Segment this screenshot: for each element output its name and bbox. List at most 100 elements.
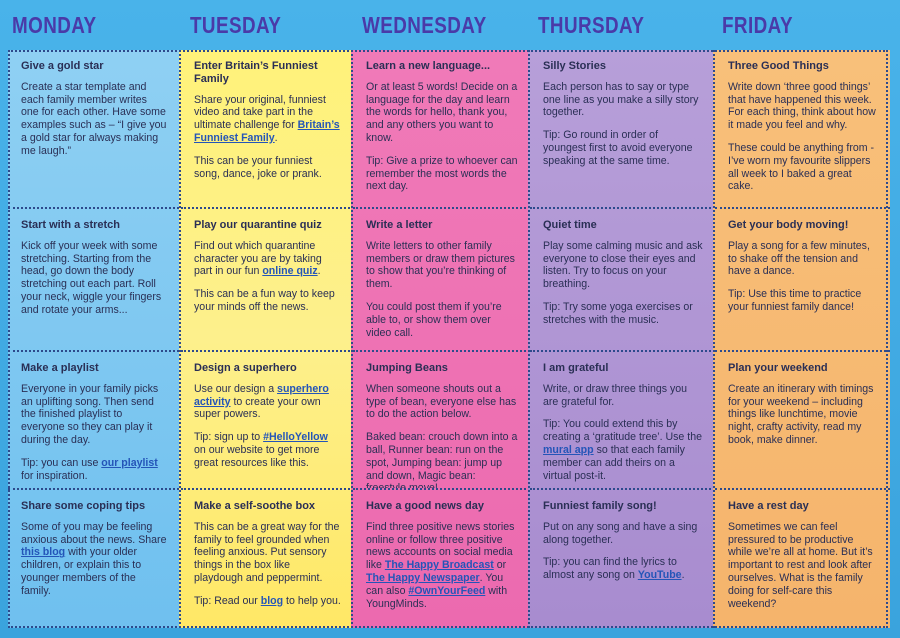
activity-card: Plan your weekend Create an itinerary wit… <box>715 352 890 490</box>
activity-card: Silly Stories Each person has to say or t… <box>530 50 715 209</box>
activity-text: Play some calming music and ask everyone… <box>543 240 703 291</box>
activity-card: Three Good Things Write down ‘three good … <box>715 50 890 209</box>
day-column-wednesday: Learn a new language... Or at least 5 wor… <box>351 50 530 628</box>
activity-text: Write letters to other family members or… <box>366 240 518 291</box>
activity-card: Play our quarantine quiz Find out which q… <box>181 209 353 352</box>
activity-title: Funniest family song! <box>543 500 657 512</box>
activity-title: Silly Stories <box>543 60 606 72</box>
resource-link[interactable]: The Happy Broadcast <box>384 559 494 572</box>
activity-title: Make a self-soothe box <box>194 500 316 512</box>
text-segment: Create an itinerary with timings for you… <box>728 382 874 446</box>
activity-text: Write, or draw three things you are grat… <box>543 383 703 409</box>
text-segment: Tip: sign up to <box>194 431 264 444</box>
activity-card: Give a gold star Create a star template a… <box>8 50 179 209</box>
activity-grid: Give a gold star Create a star template a… <box>8 50 890 628</box>
text-segment: These could be anything from - I’ve worn… <box>728 141 875 193</box>
resource-link[interactable]: blog <box>260 594 284 607</box>
text-segment: . <box>317 265 321 278</box>
resource-link[interactable]: #OwnYourFeed <box>408 584 486 597</box>
activity-card: Have a good news day Find three positive … <box>353 490 530 628</box>
text-segment: . You can also <box>366 571 504 597</box>
text-segment: Kick off your week with some stretching.… <box>21 239 162 316</box>
text-segment: Find three positive news stories online … <box>366 520 515 572</box>
activity-text: Find out which quarantine character you … <box>194 240 341 278</box>
activity-tip: These could be anything from - I’ve worn… <box>728 142 878 193</box>
activity-tip: Tip: Use this time to practice your funn… <box>728 288 878 314</box>
activity-tip: Tip: You could extend this by creating a… <box>543 418 703 482</box>
activity-title: Write a letter <box>366 219 433 231</box>
day-header-row: MONDAY TUESDAY WEDNESDAY THURSDAY FRIDAY <box>0 0 900 50</box>
text-segment: with YoungMinds. <box>366 584 508 610</box>
activity-card: Share some coping tips Some of you may be… <box>8 490 179 628</box>
text-segment: This can be your funniest song, dance, j… <box>194 154 322 180</box>
activity-text: Create an itinerary with timings for you… <box>728 383 878 447</box>
day-heading-friday: FRIDAY <box>722 12 793 38</box>
resource-link[interactable]: #HelloYellow <box>263 431 328 444</box>
text-segment: Share your original, funniest video and … <box>194 93 326 132</box>
day-column-monday: Give a gold star Create a star template a… <box>8 50 179 628</box>
activity-card: Enter Britain’s Funniest Family Share you… <box>181 50 353 209</box>
text-segment: Tip: you can use <box>21 456 102 469</box>
day-column-tuesday: Enter Britain’s Funniest Family Share you… <box>179 50 353 628</box>
activity-tip: Tip: Give a prize to whoever can remembe… <box>366 155 518 193</box>
text-segment: Play a song for a few minutes, to shake … <box>728 239 870 278</box>
activity-card: Design a superhero Use our design a super… <box>181 352 353 490</box>
activity-card: Learn a new language... Or at least 5 wor… <box>353 50 530 209</box>
resource-link[interactable]: The Happy Newspaper <box>366 571 480 584</box>
text-segment: or <box>493 559 507 572</box>
activity-text: Everyone in your family picks an uplifti… <box>21 383 167 447</box>
day-heading-thursday: THURSDAY <box>538 12 645 38</box>
activity-card: Have a rest day Sometimes we can feel pre… <box>715 490 890 628</box>
activity-title: Quiet time <box>543 219 597 231</box>
day-heading-tuesday: TUESDAY <box>190 12 282 38</box>
text-segment: Sometimes we can feel pressured to be pr… <box>728 520 873 610</box>
resource-link[interactable]: Britain’s Funniest Family <box>194 119 340 144</box>
text-segment: Everyone in your family picks an uplifti… <box>21 382 159 446</box>
resource-link[interactable]: mural app <box>543 443 594 456</box>
activity-tip: Tip: you can find the lyrics to almost a… <box>543 556 703 582</box>
day-column-friday: Three Good Things Write down ‘three good … <box>713 50 890 628</box>
activity-title: Plan your weekend <box>728 362 828 374</box>
text-segment: This can be a great way for the family t… <box>194 520 340 584</box>
activity-tip: Tip: Read our blog to help you. <box>194 595 341 608</box>
activity-title: Start with a stretch <box>21 219 121 231</box>
activity-card: Jumping Beans When someone shouts out a t… <box>353 352 530 490</box>
text-segment: This can be a fun way to keep your minds… <box>194 288 335 313</box>
activity-text: Play a song for a few minutes, to shake … <box>728 240 878 278</box>
text-segment: so that each family member can add their… <box>543 443 685 482</box>
activity-card: Make a playlist Everyone in your family p… <box>8 352 179 490</box>
text-segment: for inspiration. <box>21 469 88 482</box>
text-segment: Tip: Use this time to practice your funn… <box>728 288 862 313</box>
text-segment: Use our design a <box>194 382 278 395</box>
text-segment: with your older children, or explain thi… <box>21 546 142 597</box>
resource-link[interactable]: this blog <box>21 546 66 559</box>
text-segment: Baked bean: crouch down into a ball, Run… <box>366 431 518 490</box>
day-column-thursday: Silly Stories Each person has to say or t… <box>528 50 715 628</box>
activity-text: Create a star template and each family m… <box>21 81 167 158</box>
resource-link[interactable]: online quiz <box>262 265 318 278</box>
text-segment: Tip: Go round in order of youngest first… <box>543 129 693 167</box>
activity-text: Sometimes we can feel pressured to be pr… <box>728 521 878 611</box>
activity-tip: This can be your funniest song, dance, j… <box>194 155 341 181</box>
activity-title: Design a superhero <box>194 362 297 374</box>
text-segment: Create a star template and each family m… <box>21 80 167 157</box>
day-heading-monday: MONDAY <box>12 12 97 38</box>
text-segment: Tip: Try some yoga exercises or stretche… <box>543 300 693 326</box>
resource-link[interactable]: YouTube <box>637 569 682 582</box>
activity-text: Each person has to say or type one line … <box>543 81 703 119</box>
activity-title: Three Good Things <box>728 60 829 72</box>
activity-tip: This can be a fun way to keep your minds… <box>194 288 341 314</box>
activity-title: Make a playlist <box>21 362 99 374</box>
text-segment: Tip: you can find the lyrics to almost a… <box>543 556 677 582</box>
activity-title: Get your body moving! <box>728 219 849 231</box>
text-segment: on our website to get more great resourc… <box>194 443 320 469</box>
resource-link[interactable]: our playlist <box>101 456 158 469</box>
activity-title: Share some coping tips <box>21 500 146 512</box>
activity-title: Learn a new language... <box>366 60 491 72</box>
activity-card: Start with a stretch Kick off your week w… <box>8 209 179 352</box>
activity-text: Write down ‘three good things’ that have… <box>728 81 878 132</box>
activity-tip: Tip: you can use our playlist for inspir… <box>21 457 167 483</box>
resource-link[interactable]: superhero activity <box>194 382 329 408</box>
activity-text: Kick off your week with some stretching.… <box>21 240 167 317</box>
activity-title: Jumping Beans <box>366 362 448 374</box>
